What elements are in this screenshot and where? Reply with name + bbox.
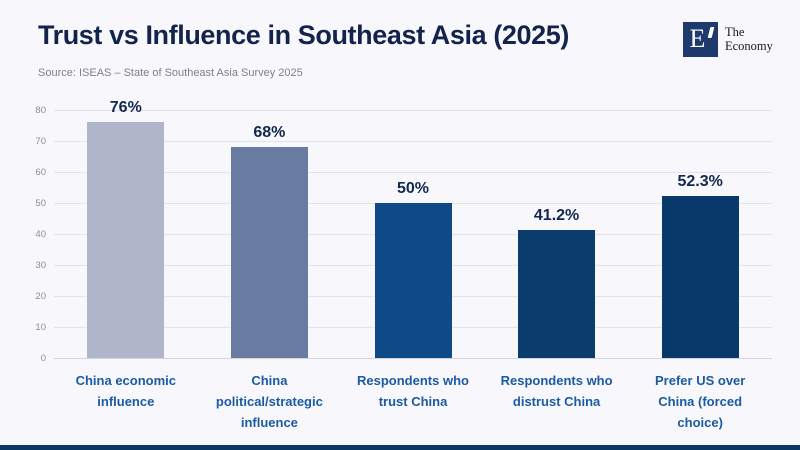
gridline-0 — [54, 358, 772, 359]
y-tick-70: 70 — [35, 135, 46, 147]
logo-wordmark-line2: Economy — [725, 39, 773, 53]
bar-0 — [87, 122, 165, 358]
y-tick-80: 80 — [35, 104, 46, 116]
y-tick-40: 40 — [35, 228, 46, 240]
y-tick-0: 0 — [40, 352, 46, 364]
gridline-60 — [54, 172, 772, 173]
value-label-2: 50% — [396, 180, 430, 197]
bar-2 — [374, 203, 452, 358]
bar-3 — [518, 230, 596, 358]
footer-accent-bar — [0, 445, 800, 450]
logo-square: E — [683, 22, 718, 57]
category-label-3: Respondents who distrust China — [500, 373, 613, 409]
category-label-2: Respondents who trust China — [357, 373, 469, 409]
category-label-1: China political/strategic influence — [215, 373, 323, 430]
bar-4 — [661, 195, 739, 358]
category-label-0: China economic influence — [75, 373, 177, 409]
bar-1 — [230, 147, 308, 358]
y-tick-10: 10 — [35, 321, 46, 333]
source-note: Source: ISEAS – State of Southeast Asia … — [38, 67, 303, 79]
y-tick-20: 20 — [35, 290, 46, 302]
logo-monogram: E — [689, 24, 706, 53]
y-tick-50: 50 — [35, 197, 46, 209]
logo-wordmark: The Economy — [725, 25, 773, 53]
logo: E The Economy — [683, 22, 793, 58]
logo-wordmark-line1: The — [725, 25, 745, 39]
value-label-4: 52.3% — [677, 172, 723, 190]
y-tick-30: 30 — [35, 259, 46, 271]
category-label-4: Prefer US over China (forced choice) — [655, 373, 746, 430]
y-tick-60: 60 — [35, 166, 46, 178]
value-label-3: 41.2% — [533, 207, 580, 225]
value-label-0: 76% — [109, 99, 142, 117]
gridline-70 — [54, 141, 772, 142]
page-title: Trust vs Influence in Southeast Asia (20… — [38, 20, 569, 50]
plot-area: 0 10 20 30 40 50 60 70 80 76% China economic influe… — [35, 99, 772, 430]
value-label-1: 68% — [253, 124, 286, 142]
gridline-80 — [54, 110, 772, 111]
